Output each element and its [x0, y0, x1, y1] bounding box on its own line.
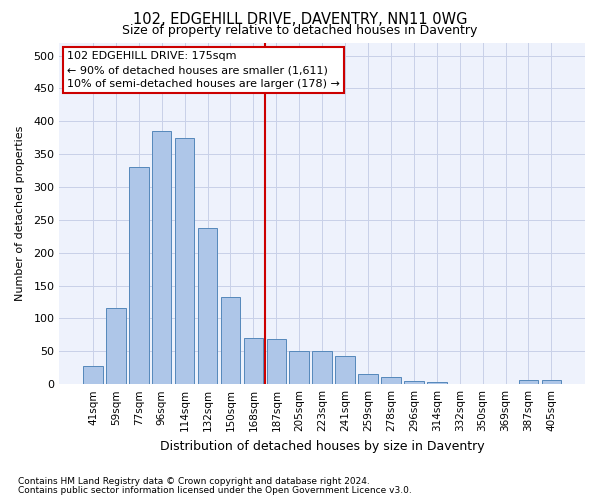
Bar [289, 352, 309, 384]
Bar [129, 168, 149, 384]
Text: 102 EDGEHILL DRIVE: 175sqm
← 90% of detached houses are smaller (1,611)
10% of s: 102 EDGEHILL DRIVE: 175sqm ← 90% of deta… [67, 51, 340, 89]
Bar [198, 228, 217, 384]
X-axis label: Distribution of detached houses by size in Daventry: Distribution of detached houses by size … [160, 440, 484, 452]
Bar [175, 138, 194, 384]
Bar [427, 382, 446, 384]
Bar [381, 377, 401, 384]
Bar [221, 297, 240, 384]
Bar [519, 380, 538, 384]
Text: Contains public sector information licensed under the Open Government Licence v3: Contains public sector information licen… [18, 486, 412, 495]
Bar [335, 356, 355, 384]
Bar [404, 381, 424, 384]
Bar [83, 366, 103, 384]
Bar [152, 131, 172, 384]
Text: Contains HM Land Registry data © Crown copyright and database right 2024.: Contains HM Land Registry data © Crown c… [18, 477, 370, 486]
Bar [313, 352, 332, 384]
Text: Size of property relative to detached houses in Daventry: Size of property relative to detached ho… [122, 24, 478, 37]
Text: 102, EDGEHILL DRIVE, DAVENTRY, NN11 0WG: 102, EDGEHILL DRIVE, DAVENTRY, NN11 0WG [133, 12, 467, 28]
Bar [542, 380, 561, 384]
Bar [358, 374, 378, 384]
Y-axis label: Number of detached properties: Number of detached properties [15, 126, 25, 301]
Bar [244, 338, 263, 384]
Bar [266, 340, 286, 384]
Bar [106, 308, 125, 384]
